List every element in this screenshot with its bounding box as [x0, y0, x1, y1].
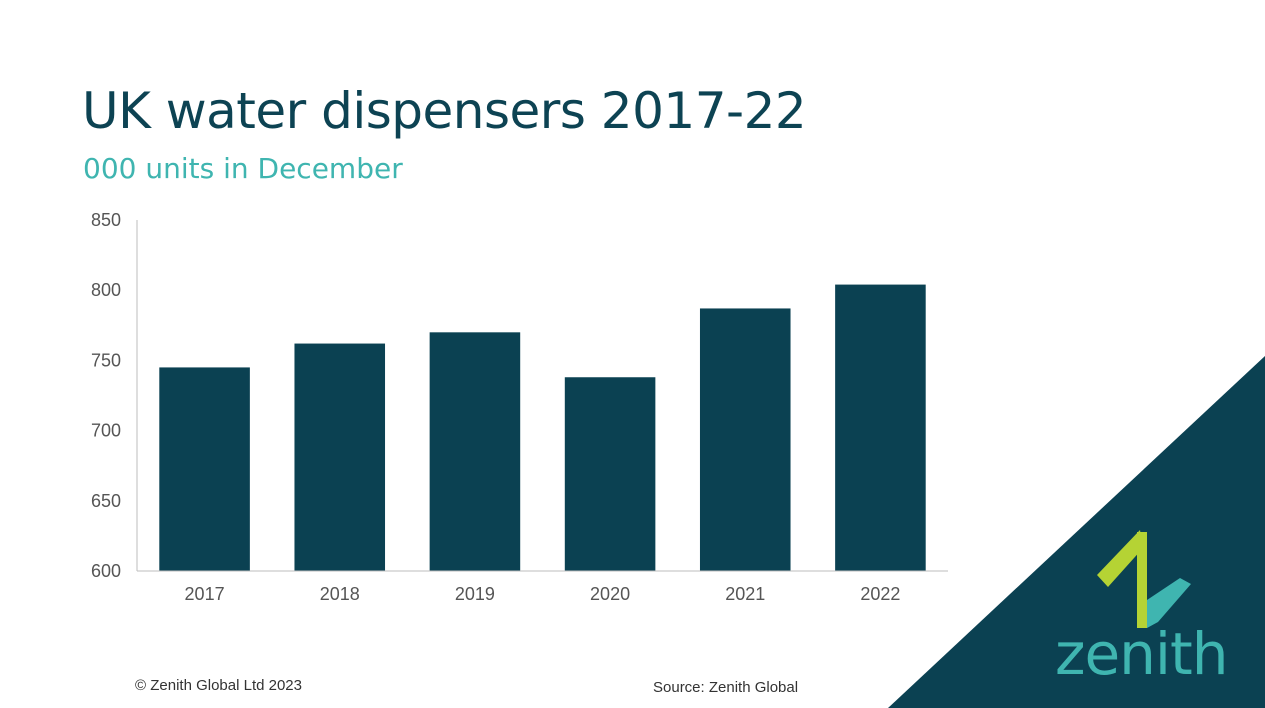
x-tick-label: 2018 — [320, 584, 360, 604]
y-tick-label: 800 — [91, 280, 121, 300]
y-tick-label: 750 — [91, 350, 121, 370]
page-subtitle: 000 units in December — [83, 152, 403, 185]
corner-triangle — [888, 356, 1265, 708]
y-tick-label: 600 — [91, 561, 121, 581]
bar-2022 — [835, 284, 926, 571]
x-axis: 2017 2018 2019 2020 2021 2022 — [137, 570, 948, 604]
x-tick-label: 2022 — [860, 584, 900, 604]
zenith-logo-icon — [1097, 530, 1191, 628]
bar-2021 — [699, 308, 791, 571]
y-axis: 600 650 700 750 800 850 — [91, 210, 138, 581]
bar-2017 — [159, 367, 250, 571]
y-tick-label: 650 — [91, 491, 121, 511]
x-tick-label: 2021 — [725, 584, 765, 604]
y-tick-label: 700 — [91, 421, 121, 441]
x-tick-label: 2017 — [185, 584, 225, 604]
y-tick-label: 850 — [91, 210, 121, 230]
x-tick-label: 2020 — [590, 584, 630, 604]
source-note: Source: Zenith Global — [653, 679, 799, 696]
bar-2019 — [429, 332, 521, 571]
zenith-logo-text: zenith — [1055, 620, 1229, 688]
page-title: UK water dispensers 2017-22 — [82, 82, 807, 140]
bar-2020 — [564, 377, 656, 571]
copyright-notice: © Zenith Global Ltd 2023 — [135, 677, 302, 694]
x-tick-label: 2019 — [455, 584, 495, 604]
bar-2018 — [294, 343, 386, 571]
bars — [159, 284, 926, 571]
